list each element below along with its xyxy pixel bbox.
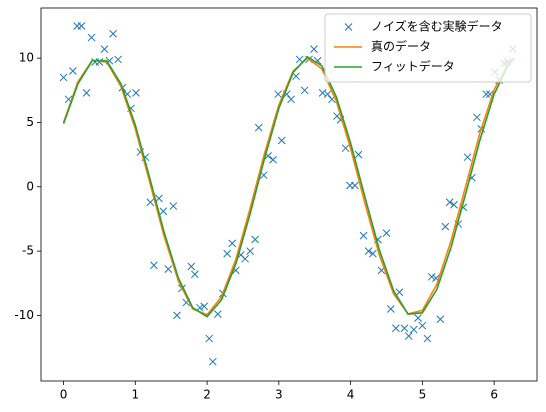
data-point (223, 249, 232, 258)
data-point (354, 150, 363, 159)
data-point (109, 29, 117, 38)
data-point (114, 55, 122, 64)
data-point (169, 202, 178, 210)
data-point (323, 90, 332, 99)
data-point (427, 272, 436, 281)
data-point (150, 261, 158, 270)
y-tick-label: -5 (22, 244, 34, 258)
data-point (310, 45, 318, 54)
x-tick-label: 2 (203, 388, 211, 402)
data-point (436, 315, 445, 324)
data-point (191, 270, 199, 279)
data-point (173, 311, 181, 320)
data-point (213, 310, 222, 318)
legend-label: 真のデータ (371, 39, 431, 54)
data-point (59, 73, 68, 82)
data-point (318, 89, 327, 97)
plot-frame (40, 7, 538, 382)
y-tick-label: -10 (14, 308, 34, 322)
data-point (77, 22, 86, 30)
data-point (159, 207, 168, 216)
data-point (445, 198, 454, 207)
series-line (62, 55, 515, 318)
x-tick-label: 5 (419, 388, 427, 402)
data-point (414, 314, 422, 322)
data-point (100, 45, 109, 54)
data-point (155, 194, 163, 203)
x-tick-label: 3 (275, 388, 283, 402)
data-point (473, 113, 481, 122)
data-point (251, 235, 260, 244)
x-tick-label: 4 (347, 388, 355, 402)
y-tick-label: 5 (26, 115, 34, 129)
data-point (82, 89, 91, 97)
data-point (382, 229, 391, 237)
data-point (228, 239, 237, 248)
data-point (351, 181, 359, 190)
data-point (241, 254, 249, 263)
data-point (132, 89, 140, 97)
data-point (359, 231, 368, 240)
data-point (386, 305, 395, 313)
data-point (269, 155, 277, 164)
data-point (69, 67, 77, 75)
legend-marker (344, 23, 353, 31)
data-point (369, 249, 377, 258)
x-tick-label: 6 (490, 388, 498, 402)
data-point (450, 200, 458, 209)
series (62, 57, 515, 316)
data-point (300, 86, 309, 95)
data-point (482, 90, 491, 99)
series-line (62, 57, 515, 316)
data-point (205, 334, 214, 343)
data-point (200, 302, 209, 311)
data-point (277, 136, 286, 145)
data-point (187, 262, 196, 271)
data-point (146, 198, 155, 207)
data-point (400, 324, 409, 333)
data-point (164, 265, 173, 273)
data-point (418, 321, 427, 330)
data-point (463, 153, 472, 162)
data-point (292, 72, 300, 81)
data-point (409, 325, 418, 334)
legend-label: フィットデータ (371, 59, 455, 74)
data-point (246, 247, 254, 255)
data-point (274, 90, 282, 99)
data-point (364, 247, 373, 255)
data-point (87, 33, 96, 42)
data-point (391, 324, 400, 333)
y-tick-label: 10 (19, 51, 34, 65)
data-point (441, 222, 450, 231)
legend-box (324, 13, 532, 83)
data-point (208, 357, 217, 366)
data-point (95, 58, 104, 66)
y-tick-label: 0 (26, 179, 34, 193)
legend-label: ノイズを含む実験データ (371, 19, 503, 34)
data-point (423, 334, 432, 343)
data-point (287, 95, 295, 104)
x-tick-label: 1 (131, 388, 139, 402)
series (62, 55, 515, 318)
data-point (395, 288, 404, 297)
data-point (254, 123, 263, 132)
x-tick-label: 0 (60, 388, 68, 402)
data-point (404, 332, 413, 340)
data-point (341, 144, 350, 153)
